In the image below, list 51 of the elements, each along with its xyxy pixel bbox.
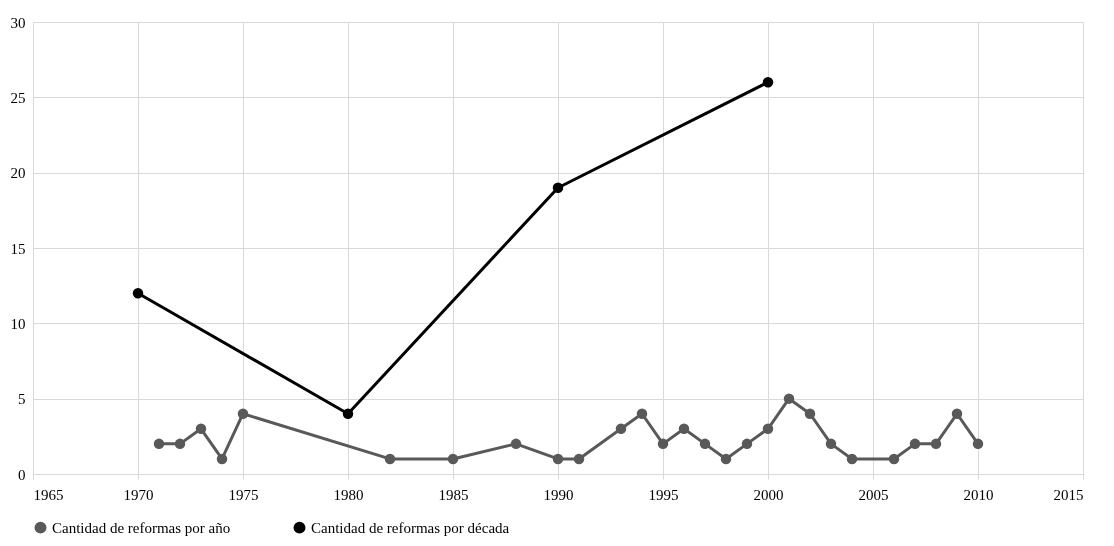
point [195,423,207,435]
point [552,453,564,465]
point [657,438,669,450]
x-tick-label: 1995 [648,486,679,503]
x-tick-label: 2010 [963,486,994,503]
point [783,393,795,404]
point [888,453,900,465]
point [615,423,627,435]
point [762,77,774,88]
y-tick-label: 30 [10,14,26,31]
point [174,438,186,450]
point [951,408,963,419]
y-tick-label: 20 [10,165,26,182]
point [552,182,564,193]
point [132,287,144,299]
legend-label: Cantidad de reformas por año [52,519,231,536]
y-tick-label: 10 [10,315,26,332]
y-tick-label: 25 [10,89,26,106]
point [930,438,942,450]
point [510,438,522,450]
x-tick-label: 1985 [438,486,469,503]
point [804,408,816,419]
point [216,453,228,465]
x-tick-label: 2005 [858,486,889,503]
point [846,453,858,465]
x-tick-label: 1965 [33,486,64,503]
legend-label: Cantidad de reformas por década [311,519,510,536]
x-tick-label: 1975 [228,486,259,503]
point [342,408,354,419]
y-tick-label: 5 [18,391,26,408]
x-tick-label: 2015 [1053,486,1084,503]
point [825,438,837,450]
point [699,438,711,450]
y-tick-label: 0 [18,466,26,483]
point [153,438,165,450]
point [678,423,690,435]
point [447,453,459,465]
point [909,438,921,450]
x-tick-label: 2000 [753,486,784,503]
point [720,453,732,465]
point [762,423,774,435]
point [741,438,753,450]
point [636,408,648,419]
point [573,453,585,465]
point [384,453,396,465]
x-tick-label: 1980 [333,486,364,503]
x-tick-label: 1990 [543,486,574,503]
point [972,438,984,450]
point [237,408,249,419]
x-tick-label: 1970 [123,486,154,503]
y-tick-label: 15 [10,240,26,257]
